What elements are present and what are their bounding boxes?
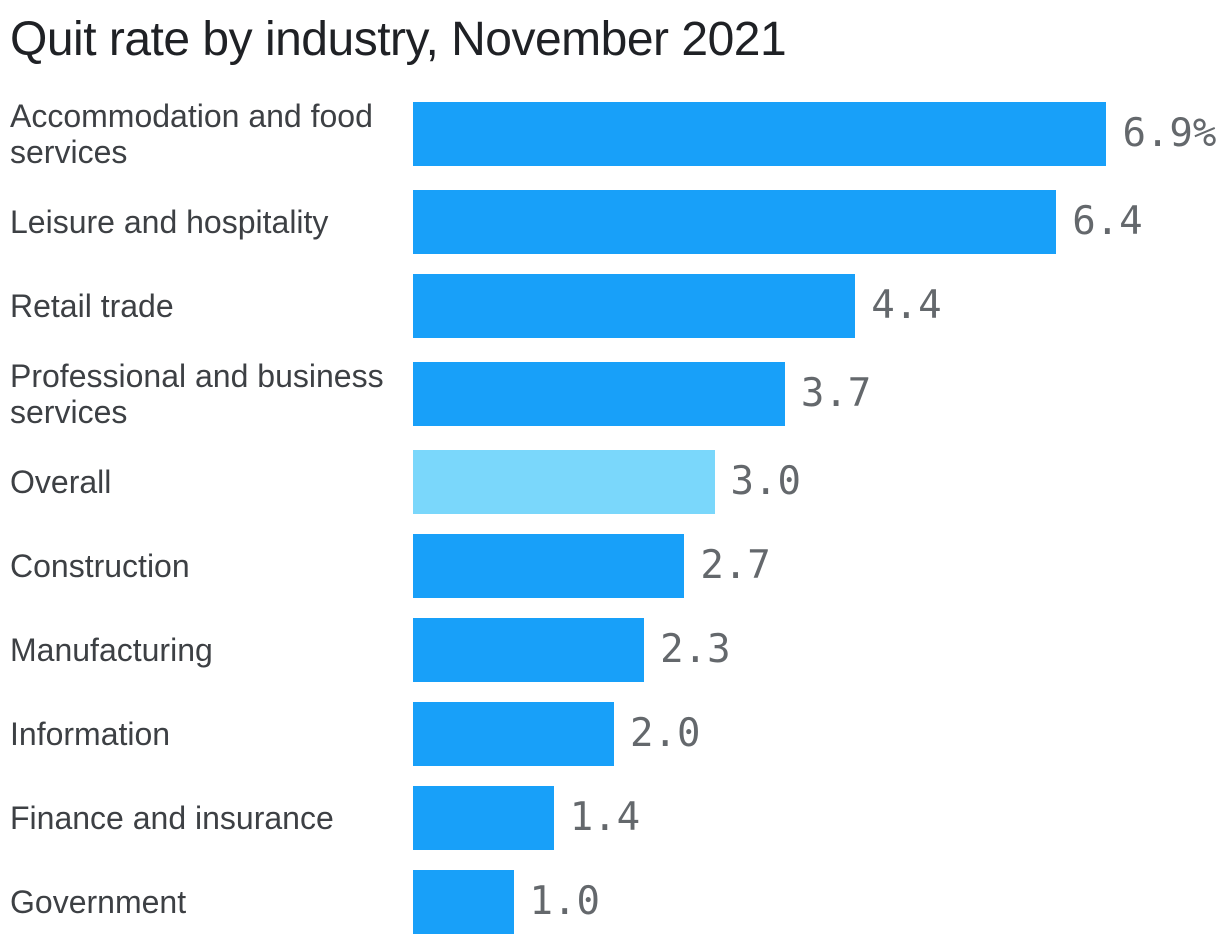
bar [413, 702, 614, 766]
category-label: Information [10, 716, 171, 752]
bar [413, 534, 685, 598]
value-label: 3.0 [730, 459, 801, 504]
bar [413, 190, 1057, 254]
bar-area: 6.9% [413, 102, 1220, 166]
category-label: Manufacturing [10, 632, 213, 668]
category-label: Construction [10, 548, 190, 584]
category-label: Leisure and hospitality [10, 204, 329, 240]
bar [413, 274, 856, 338]
bar-area: 3.7 [413, 362, 1220, 426]
chart-row: Finance and insurance 1.4 [10, 786, 1220, 850]
chart-row: Overall 3.0 [10, 450, 1220, 514]
value-label: 2.7 [700, 543, 771, 588]
chart-row: Government 1.0 [10, 870, 1220, 934]
bar [413, 870, 514, 934]
value-label: 1.0 [529, 879, 600, 924]
bar [413, 450, 715, 514]
bar-area: 1.0 [413, 870, 1220, 934]
bar-area: 4.4 [413, 274, 1220, 338]
bar-area: 2.0 [413, 702, 1220, 766]
value-label: 6.4 [1072, 199, 1143, 244]
bar [413, 786, 554, 850]
chart-row: Leisure and hospitality 6.4 [10, 190, 1220, 254]
category-label: Overall [10, 464, 112, 500]
value-label: 2.3 [660, 627, 731, 672]
value-label: 3.7 [800, 371, 872, 416]
chart-row: Retail trade 4.4 [10, 274, 1220, 338]
chart-row: Accommodation and food services 6.9% [10, 98, 1220, 170]
bar [413, 362, 785, 426]
bar [413, 102, 1107, 166]
category-label: Retail trade [10, 288, 174, 324]
value-label: 1.4 [569, 795, 641, 840]
category-label: Finance and insurance [10, 800, 334, 836]
bar-chart-rows: Accommodation and food services 6.9% Lei… [10, 98, 1220, 934]
value-label: 6.9% [1122, 111, 1217, 156]
chart-row: Information 2.0 [10, 702, 1220, 766]
bar [413, 618, 645, 682]
category-label: Professional and business services [10, 358, 384, 430]
category-label: Accommodation and food services [10, 98, 373, 170]
bar-area: 3.0 [413, 450, 1220, 514]
chart-row: Professional and business services 3.7 [10, 358, 1220, 430]
bar-area: 6.4 [413, 190, 1220, 254]
chart-row: Construction 2.7 [10, 534, 1220, 598]
chart-row: Manufacturing 2.3 [10, 618, 1220, 682]
bar-area: 2.3 [413, 618, 1220, 682]
bar-area: 1.4 [413, 786, 1220, 850]
value-label: 2.0 [630, 711, 701, 756]
bar-area: 2.7 [413, 534, 1220, 598]
value-label: 4.4 [871, 283, 942, 328]
chart-title: Quit rate by industry, November 2021 [10, 13, 787, 66]
category-label: Government [10, 884, 187, 920]
